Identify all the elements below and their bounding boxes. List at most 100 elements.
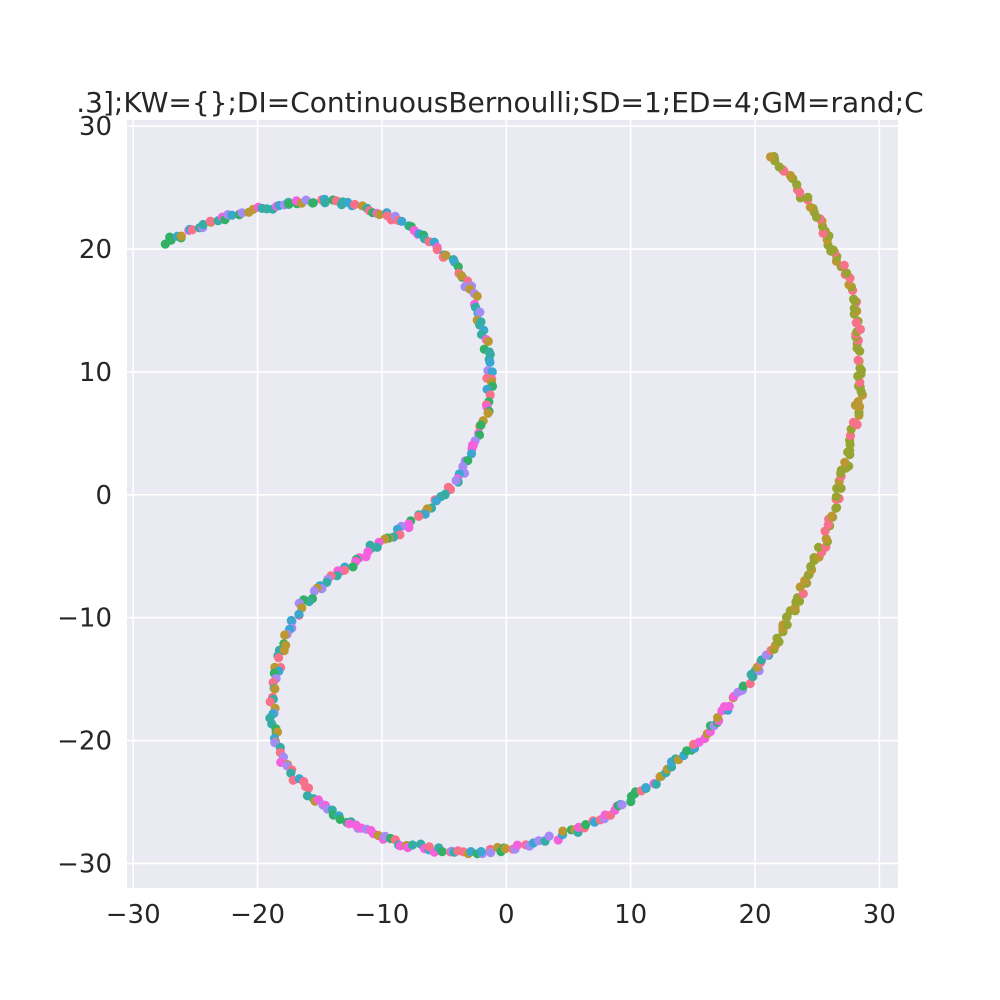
scatter-point xyxy=(432,245,442,255)
scatter-point xyxy=(853,355,863,365)
scatter-point xyxy=(309,586,319,596)
scatter-point xyxy=(339,565,350,575)
scatter-point xyxy=(198,219,208,230)
y-tick-label: 20 xyxy=(79,235,112,265)
scatter-point xyxy=(617,800,627,810)
scatter-point xyxy=(407,840,418,850)
scatter-point xyxy=(270,684,280,694)
scatter-point xyxy=(485,357,495,367)
scatter-point xyxy=(294,609,304,619)
scatter-point xyxy=(818,228,828,238)
y-tick-label: 0 xyxy=(95,481,112,511)
y-tick-label: −30 xyxy=(57,849,112,879)
y-tick-label: 30 xyxy=(79,112,112,142)
scatter-point xyxy=(724,701,734,711)
scatter-point xyxy=(286,768,296,778)
scatter-point xyxy=(558,826,568,836)
scatter-point xyxy=(849,294,859,304)
scatter-point xyxy=(303,783,314,793)
scatter-point xyxy=(483,408,493,418)
x-tick-label: −30 xyxy=(106,900,161,930)
scatter-point xyxy=(456,271,466,281)
scatter-point xyxy=(581,820,591,830)
scatter-point xyxy=(476,847,486,857)
scatter-point xyxy=(322,577,332,588)
scatter-point xyxy=(414,511,424,521)
scatter-point xyxy=(805,202,816,212)
scatter-point xyxy=(836,483,846,493)
plot-area xyxy=(127,120,898,888)
scatter-point xyxy=(855,363,865,373)
scatter-point xyxy=(641,783,651,793)
x-axis-ticks: −30 −20 −10 0 10 20 30 xyxy=(106,900,896,930)
scatter-point xyxy=(308,198,318,208)
scatter-point xyxy=(165,232,175,242)
scatter-point xyxy=(853,397,863,407)
scatter-point xyxy=(397,216,407,226)
scatter-point xyxy=(821,534,831,544)
scatter-point xyxy=(487,367,497,377)
scatter-point xyxy=(544,831,554,841)
scatter-point xyxy=(344,819,354,829)
scatter-point xyxy=(851,318,861,328)
scatter-point xyxy=(431,496,441,506)
scatter-point xyxy=(738,681,748,691)
scatter-point xyxy=(651,779,661,789)
x-tick-label: 10 xyxy=(614,900,647,930)
scatter-point xyxy=(320,198,330,208)
scatter-point xyxy=(803,192,813,202)
y-tick-label: −10 xyxy=(57,604,112,634)
scatter-point xyxy=(274,653,284,663)
x-tick-label: −20 xyxy=(230,900,285,930)
scatter-point xyxy=(842,268,852,278)
scatter-point xyxy=(237,208,247,218)
scatter-point xyxy=(205,216,215,226)
x-tick-label: −10 xyxy=(354,900,409,930)
x-tick-label: 20 xyxy=(738,900,771,930)
scatter-point xyxy=(832,503,842,513)
scatter-point xyxy=(176,231,186,241)
scatter-point xyxy=(713,713,723,723)
y-tick-label: 10 xyxy=(79,358,112,388)
scatter-point xyxy=(286,615,296,626)
scatter-point xyxy=(279,646,289,656)
scatter-point xyxy=(476,420,486,430)
y-axis-ticks: −30 −20 −10 0 10 20 30 xyxy=(57,112,112,879)
chart-title: .3];KW={};DI=ContinuousBernoulli;SD=1;ED… xyxy=(76,86,923,119)
scatter-point xyxy=(375,209,385,220)
scatter-point xyxy=(839,260,849,270)
scatter-point xyxy=(280,630,290,640)
scatter-points xyxy=(160,151,868,859)
scatter-point xyxy=(350,199,360,210)
scatter-point xyxy=(831,492,842,502)
scatter-point xyxy=(855,324,866,334)
scatter-point xyxy=(483,336,493,346)
scatter-point xyxy=(187,225,197,235)
scatter-point xyxy=(441,250,451,260)
scatter-point xyxy=(472,291,482,301)
scatter-point xyxy=(848,417,859,427)
x-tick-label: 30 xyxy=(863,900,896,930)
x-tick-label: 0 xyxy=(498,900,515,930)
scatter-point xyxy=(772,633,782,643)
scatter-point xyxy=(765,152,776,162)
scatter-point xyxy=(782,620,792,630)
grid-lines xyxy=(127,120,898,888)
scatter-point xyxy=(335,814,345,825)
scatter-point xyxy=(404,522,414,533)
scatter-point xyxy=(466,449,477,459)
scatter-point xyxy=(227,210,237,220)
scatter-point xyxy=(785,170,796,181)
scatter-point xyxy=(512,840,523,850)
scatter-point xyxy=(284,199,294,209)
scatter-point xyxy=(265,697,275,707)
scatter-point xyxy=(437,847,447,857)
scatter-point xyxy=(475,307,485,317)
y-tick-label: −20 xyxy=(57,727,112,757)
scatter-point xyxy=(451,476,461,486)
scatter-point xyxy=(348,562,358,572)
scatter-point xyxy=(500,843,510,854)
scatter-point xyxy=(486,848,496,858)
scatter-point xyxy=(827,511,837,521)
